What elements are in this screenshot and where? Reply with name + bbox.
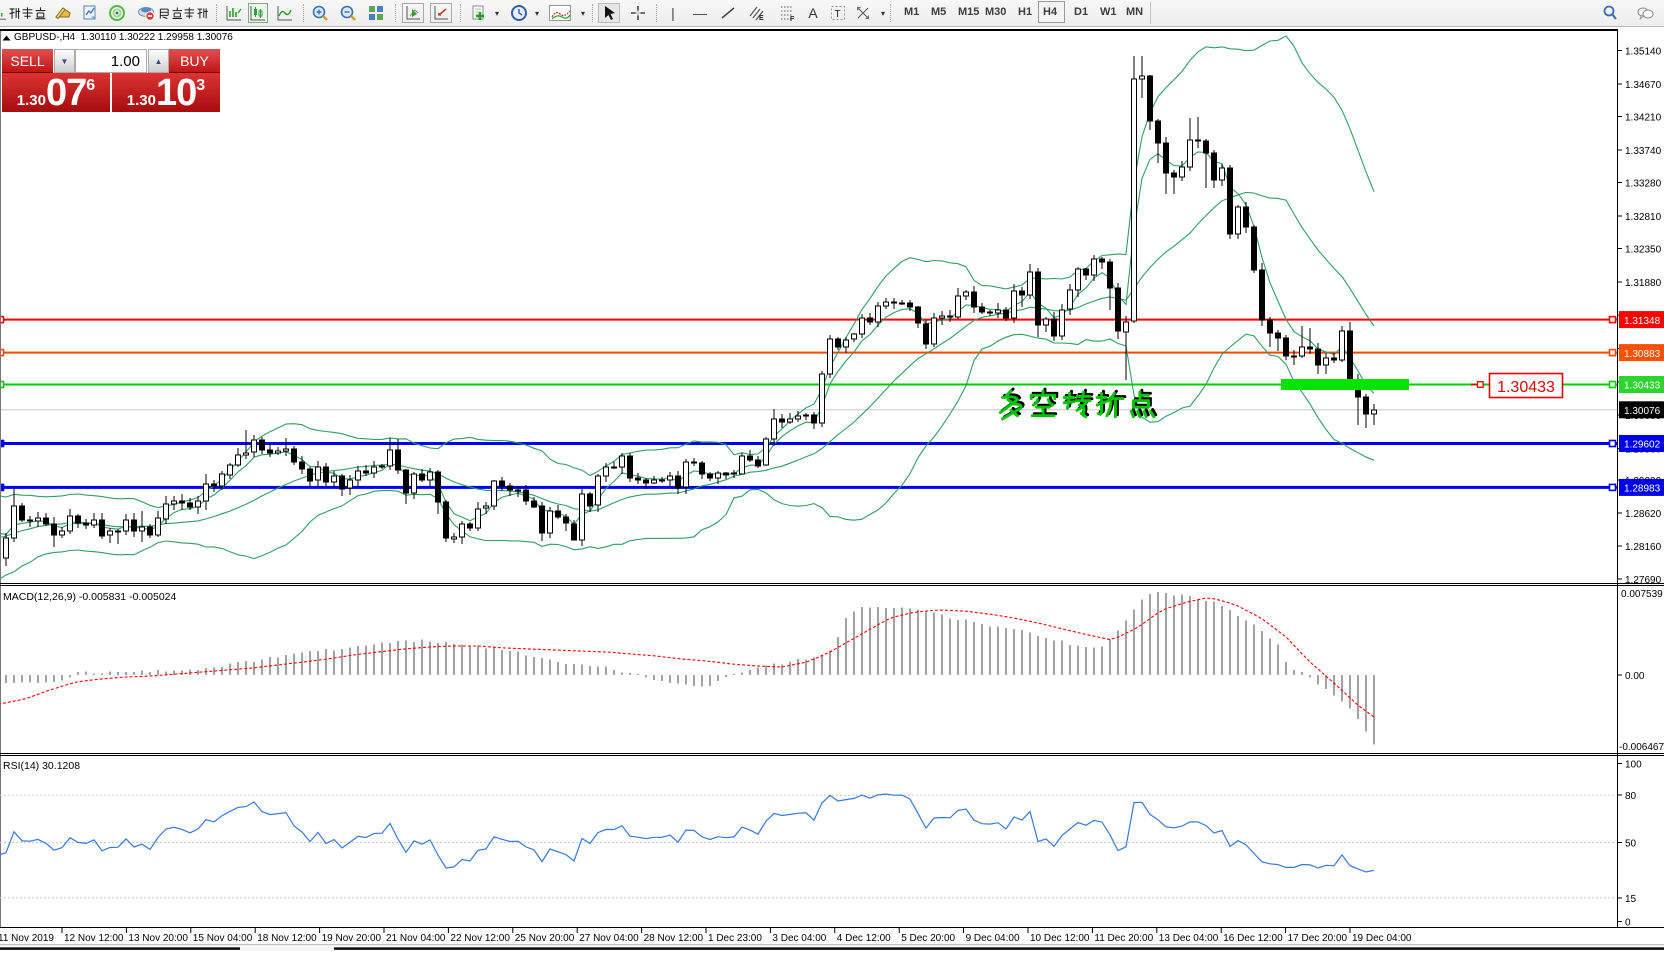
svg-text:25 Nov 20:00: 25 Nov 20:00: [515, 933, 575, 944]
svg-text:18 Nov 12:00: 18 Nov 12:00: [257, 933, 317, 944]
svg-text:1.28620: 1.28620: [1625, 509, 1662, 520]
svg-text:15: 15: [1625, 894, 1637, 905]
svg-text:0.00: 0.00: [1625, 671, 1645, 682]
svg-text:19 Nov 20:00: 19 Nov 20:00: [322, 933, 382, 944]
svg-text:1.30076: 1.30076: [1624, 406, 1661, 417]
svg-text:1.32350: 1.32350: [1625, 244, 1662, 255]
svg-text:1.33740: 1.33740: [1625, 146, 1662, 157]
svg-text:1.30883: 1.30883: [1624, 349, 1661, 360]
svg-text:1.27690: 1.27690: [1625, 575, 1662, 586]
svg-text:1.31348: 1.31348: [1624, 316, 1661, 327]
svg-text:1.28160: 1.28160: [1625, 542, 1662, 553]
svg-text:10 Dec 12:00: 10 Dec 12:00: [1030, 933, 1090, 944]
svg-text:21 Nov 04:00: 21 Nov 04:00: [386, 933, 446, 944]
svg-text:4 Dec 12:00: 4 Dec 12:00: [837, 933, 891, 944]
svg-text:27 Nov 04:00: 27 Nov 04:00: [579, 933, 639, 944]
svg-text:12 Nov 12:00: 12 Nov 12:00: [64, 933, 124, 944]
svg-text:17 Dec 20:00: 17 Dec 20:00: [1288, 933, 1348, 944]
svg-text:100: 100: [1625, 760, 1642, 771]
svg-text:11 Dec 20:00: 11 Dec 20:00: [1094, 933, 1153, 944]
svg-text:16 Dec 12:00: 16 Dec 12:00: [1223, 933, 1283, 944]
svg-text:E: E: [759, 15, 764, 22]
svg-text:1.28983: 1.28983: [1624, 484, 1661, 495]
svg-text:1.34210: 1.34210: [1625, 112, 1662, 123]
svg-text:1.32810: 1.32810: [1625, 212, 1662, 223]
svg-text:28 Nov 12:00: 28 Nov 12:00: [644, 933, 704, 944]
svg-text:15 Nov 04:00: 15 Nov 04:00: [193, 933, 253, 944]
svg-text:1.30433: 1.30433: [1624, 381, 1661, 392]
svg-text:-0.006467: -0.006467: [1619, 742, 1664, 753]
svg-text:1.35140: 1.35140: [1625, 46, 1662, 57]
svg-text:13 Dec 04:00: 13 Dec 04:00: [1159, 933, 1219, 944]
svg-text:MACD(12,26,9) -0.005831 -0.005: MACD(12,26,9) -0.005831 -0.005024: [3, 591, 177, 603]
svg-text:0: 0: [1625, 918, 1631, 929]
svg-text:3 Dec 04:00: 3 Dec 04:00: [772, 933, 826, 944]
svg-text:T: T: [835, 9, 841, 20]
svg-text:F: F: [790, 16, 795, 22]
svg-text:11 Nov 2019: 11 Nov 2019: [0, 933, 54, 944]
svg-text:1.29602: 1.29602: [1624, 440, 1661, 451]
svg-text:80: 80: [1625, 791, 1637, 802]
svg-text:RSI(14) 30.1208: RSI(14) 30.1208: [3, 760, 80, 772]
svg-text:9 Dec 04:00: 9 Dec 04:00: [966, 933, 1020, 944]
svg-text:50: 50: [1625, 839, 1637, 850]
svg-text:1.31880: 1.31880: [1625, 278, 1662, 289]
svg-text:1.34670: 1.34670: [1625, 80, 1662, 91]
svg-text:1.33280: 1.33280: [1625, 178, 1662, 189]
svg-text:22 Nov 12:00: 22 Nov 12:00: [450, 933, 510, 944]
svg-text:1 Dec 23:00: 1 Dec 23:00: [708, 933, 762, 944]
svg-text:5 Dec 20:00: 5 Dec 20:00: [901, 933, 955, 944]
svg-text:1.30433: 1.30433: [1497, 379, 1555, 396]
svg-text:0.007539: 0.007539: [1621, 589, 1663, 600]
svg-text:13 Nov 20:00: 13 Nov 20:00: [128, 933, 188, 944]
svg-text:19 Dec 04:00: 19 Dec 04:00: [1352, 933, 1412, 944]
